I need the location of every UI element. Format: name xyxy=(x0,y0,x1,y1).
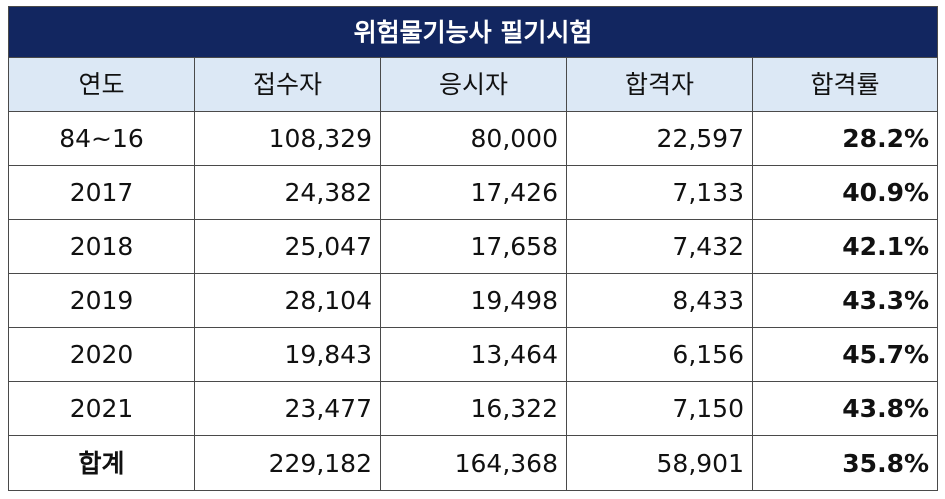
table-row: 84~16 108,329 80,000 22,597 28.2% xyxy=(8,111,939,166)
total-applicants: 229,182 xyxy=(194,435,381,491)
header-row: 연도 접수자 응시자 합격자 합격률 xyxy=(8,57,939,112)
cell-year: 2021 xyxy=(8,381,195,436)
table-row: 2020 19,843 13,464 6,156 45.7% xyxy=(8,327,939,382)
cell-pass-rate: 40.9% xyxy=(751,165,939,220)
cell-applicants: 25,047 xyxy=(194,219,381,274)
cell-year: 2017 xyxy=(8,165,195,220)
cell-pass-rate: 43.8% xyxy=(751,381,939,436)
column-header-pass-rate: 합격률 xyxy=(751,57,939,112)
cell-passers: 7,133 xyxy=(566,165,753,220)
column-header-examinees: 응시자 xyxy=(380,57,567,112)
title-row: 위험물기능사 필기시험 xyxy=(7,6,939,58)
cell-examinees: 17,658 xyxy=(380,219,567,274)
cell-applicants: 108,329 xyxy=(194,111,381,166)
cell-passers: 22,597 xyxy=(566,111,753,166)
total-examinees: 164,368 xyxy=(380,435,567,491)
cell-examinees: 17,426 xyxy=(380,165,567,220)
table-row: 2017 24,382 17,426 7,133 40.9% xyxy=(8,165,939,220)
total-passers: 58,901 xyxy=(566,435,753,491)
column-header-applicants: 접수자 xyxy=(194,57,381,112)
cell-applicants: 28,104 xyxy=(194,273,381,328)
cell-passers: 7,432 xyxy=(566,219,753,274)
cell-passers: 8,433 xyxy=(566,273,753,328)
cell-pass-rate: 45.7% xyxy=(751,327,939,382)
table-row: 2021 23,477 16,322 7,150 43.8% xyxy=(8,381,939,436)
cell-year: 2019 xyxy=(8,273,195,328)
cell-pass-rate: 42.1% xyxy=(751,219,939,274)
cell-year: 2020 xyxy=(8,327,195,382)
cell-passers: 7,150 xyxy=(566,381,753,436)
cell-examinees: 80,000 xyxy=(380,111,567,166)
total-pass-rate: 35.8% xyxy=(751,435,939,491)
table-row: 2019 28,104 19,498 8,433 43.3% xyxy=(8,273,939,328)
table-title: 위험물기능사 필기시험 xyxy=(7,6,939,58)
cell-applicants: 19,843 xyxy=(194,327,381,382)
column-header-year: 연도 xyxy=(8,57,195,112)
exam-statistics-table: 위험물기능사 필기시험 연도 접수자 응시자 합격자 합격률 84~16 108… xyxy=(7,6,939,491)
cell-year: 2018 xyxy=(8,219,195,274)
cell-examinees: 19,498 xyxy=(380,273,567,328)
cell-applicants: 24,382 xyxy=(194,165,381,220)
cell-pass-rate: 28.2% xyxy=(751,111,939,166)
cell-year: 84~16 xyxy=(8,111,195,166)
total-label: 합계 xyxy=(8,435,195,491)
cell-examinees: 13,464 xyxy=(380,327,567,382)
cell-examinees: 16,322 xyxy=(380,381,567,436)
cell-passers: 6,156 xyxy=(566,327,753,382)
column-header-passers: 합격자 xyxy=(566,57,753,112)
table-row: 2018 25,047 17,658 7,432 42.1% xyxy=(8,219,939,274)
total-row: 합계 229,182 164,368 58,901 35.8% xyxy=(8,435,939,491)
cell-pass-rate: 43.3% xyxy=(751,273,939,328)
cell-applicants: 23,477 xyxy=(194,381,381,436)
